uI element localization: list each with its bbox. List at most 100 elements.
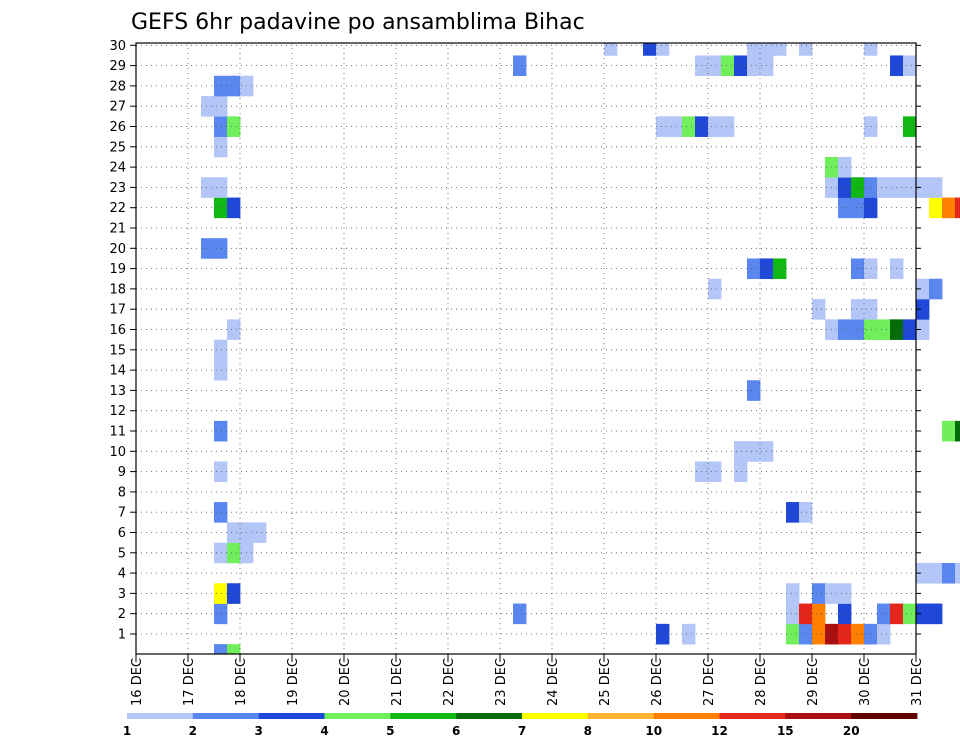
colorbar-swatch: [258, 713, 325, 719]
colorbar-label: 5: [386, 724, 394, 738]
heatmap-cell: [227, 542, 241, 564]
heatmap-cell: [604, 43, 618, 56]
x-axis: 16 DEC 17 DEC 18 DEC 19 DEC 20 DEC 21 DEC 22 D…: [130, 654, 925, 706]
heatmap-cell: [786, 583, 800, 604]
heatmap-cell: [851, 299, 878, 320]
heatmap-cell: [786, 603, 800, 625]
heatmap-cell: [864, 177, 878, 198]
y-tick-label: 2: [118, 607, 126, 622]
heatmap-cell: [214, 461, 228, 483]
colorbar-label: 10: [645, 724, 662, 738]
y-tick-label: 12: [109, 404, 126, 419]
heatmap-cell: [942, 420, 956, 442]
colorbar-swatch: [587, 713, 655, 719]
y-tick-label: 20: [109, 242, 126, 257]
heatmap-cell: [747, 55, 774, 77]
y-tick-label: 3: [118, 587, 126, 602]
heatmap-cell: [214, 583, 228, 604]
y-tick-label: 1: [118, 628, 126, 643]
y-tick-label: 26: [109, 120, 126, 135]
heatmap-cell: [955, 562, 960, 584]
chart-title: GEFS 6hr padavine po ansamblima Bihac: [131, 10, 585, 35]
colorbar-label: 4: [320, 724, 328, 738]
heatmap-cell: [903, 55, 917, 77]
heatmap-cell: [513, 603, 527, 625]
x-tick-label: 31 DEC: [910, 658, 925, 706]
heatmap-cell: [214, 339, 228, 361]
colorbar-swatch: [653, 713, 720, 719]
heatmap-cell: [747, 43, 774, 56]
heatmap-cell: [812, 603, 826, 625]
x-tick-label: 16 DEC: [130, 658, 145, 706]
y-tick-label: 28: [109, 79, 126, 94]
y-tick-label: 29: [109, 59, 126, 74]
heatmap-cell: [214, 502, 228, 523]
heatmap-cell: [903, 603, 917, 625]
heatmap-cell: [812, 623, 826, 645]
heatmap-cell: [214, 644, 228, 655]
heatmap-cell: [877, 623, 891, 645]
heatmap-cell: [799, 603, 813, 625]
heatmap-cell: [734, 441, 774, 462]
heatmap-cell: [812, 583, 826, 604]
x-tick-label: 29 DEC: [806, 658, 821, 706]
colorbar-label: 15: [777, 724, 794, 738]
colorbar-legend: 1 2 3 4 5 6 7 8 10 12 15 20: [123, 713, 918, 738]
colorbar-swatch: [390, 713, 457, 719]
heatmap-cell: [682, 623, 696, 645]
x-tick-label: 23 DEC: [494, 658, 509, 706]
x-tick-label: 24 DEC: [546, 658, 561, 706]
y-tick-label: 13: [109, 384, 126, 399]
heatmap-cell: [721, 55, 735, 77]
x-tick-label: 20 DEC: [338, 658, 353, 706]
heatmap-cell: [227, 197, 241, 219]
colorbar-label: 1: [123, 724, 131, 738]
heatmap-cell: [864, 116, 878, 137]
heatmap-cell: [864, 623, 878, 645]
colorbar-label: 6: [452, 724, 460, 738]
x-tick-label: 30 DEC: [858, 658, 873, 706]
heatmap-cell: [656, 116, 683, 137]
heatmap-cell: [877, 603, 891, 625]
x-tick-label: 26 DEC: [650, 658, 665, 706]
colorbar-swatch: [192, 713, 260, 719]
colorbar-label: 2: [189, 724, 197, 738]
y-tick-label: 14: [109, 364, 126, 379]
heatmap-cell: [955, 420, 960, 442]
heatmap-cell: [864, 43, 878, 56]
heatmap-cell: [656, 43, 670, 56]
heatmap-cell: [201, 238, 228, 259]
colorbar-label: 3: [255, 724, 263, 738]
heatmap-cell: [214, 197, 228, 219]
heatmap-cell: [227, 583, 241, 604]
heatmap-cell: [799, 623, 813, 645]
heatmap-cell: [773, 43, 787, 56]
heatmap-cell: [916, 278, 930, 300]
heatmap-cell: [513, 55, 527, 77]
heatmap-cell: [773, 258, 787, 280]
heatmap-cell: [747, 380, 761, 401]
y-tick-label: 25: [109, 140, 126, 155]
heatmap-cell: [734, 461, 748, 483]
x-tick-label: 18 DEC: [234, 658, 249, 706]
heatmap-cell: [214, 136, 228, 158]
y-tick-label: 30: [109, 39, 126, 54]
colorbar-swatch: [719, 713, 786, 719]
heatmap-cell: [227, 644, 241, 655]
colorbar-swatch: [127, 713, 194, 719]
heatmap-cell: [929, 197, 943, 219]
colorbar-label: 20: [843, 724, 860, 738]
heatmap-cell: [695, 55, 722, 77]
y-tick-label: 10: [109, 445, 126, 460]
heatmap-cell: [214, 420, 228, 442]
colorbar-swatch: [522, 713, 589, 719]
heatmap-cell: [201, 96, 228, 117]
y-tick-label: 11: [109, 425, 126, 440]
heatmap-cell: [916, 299, 930, 320]
y-axis: 1234567891011121314151617181920212223242…: [109, 39, 921, 643]
colorbar-label: 8: [584, 724, 592, 738]
y-tick-label: 27: [109, 100, 126, 115]
heatmap-cell: [903, 319, 917, 340]
colorbar-swatch: [456, 713, 523, 719]
heatmap-cell: [851, 177, 865, 198]
